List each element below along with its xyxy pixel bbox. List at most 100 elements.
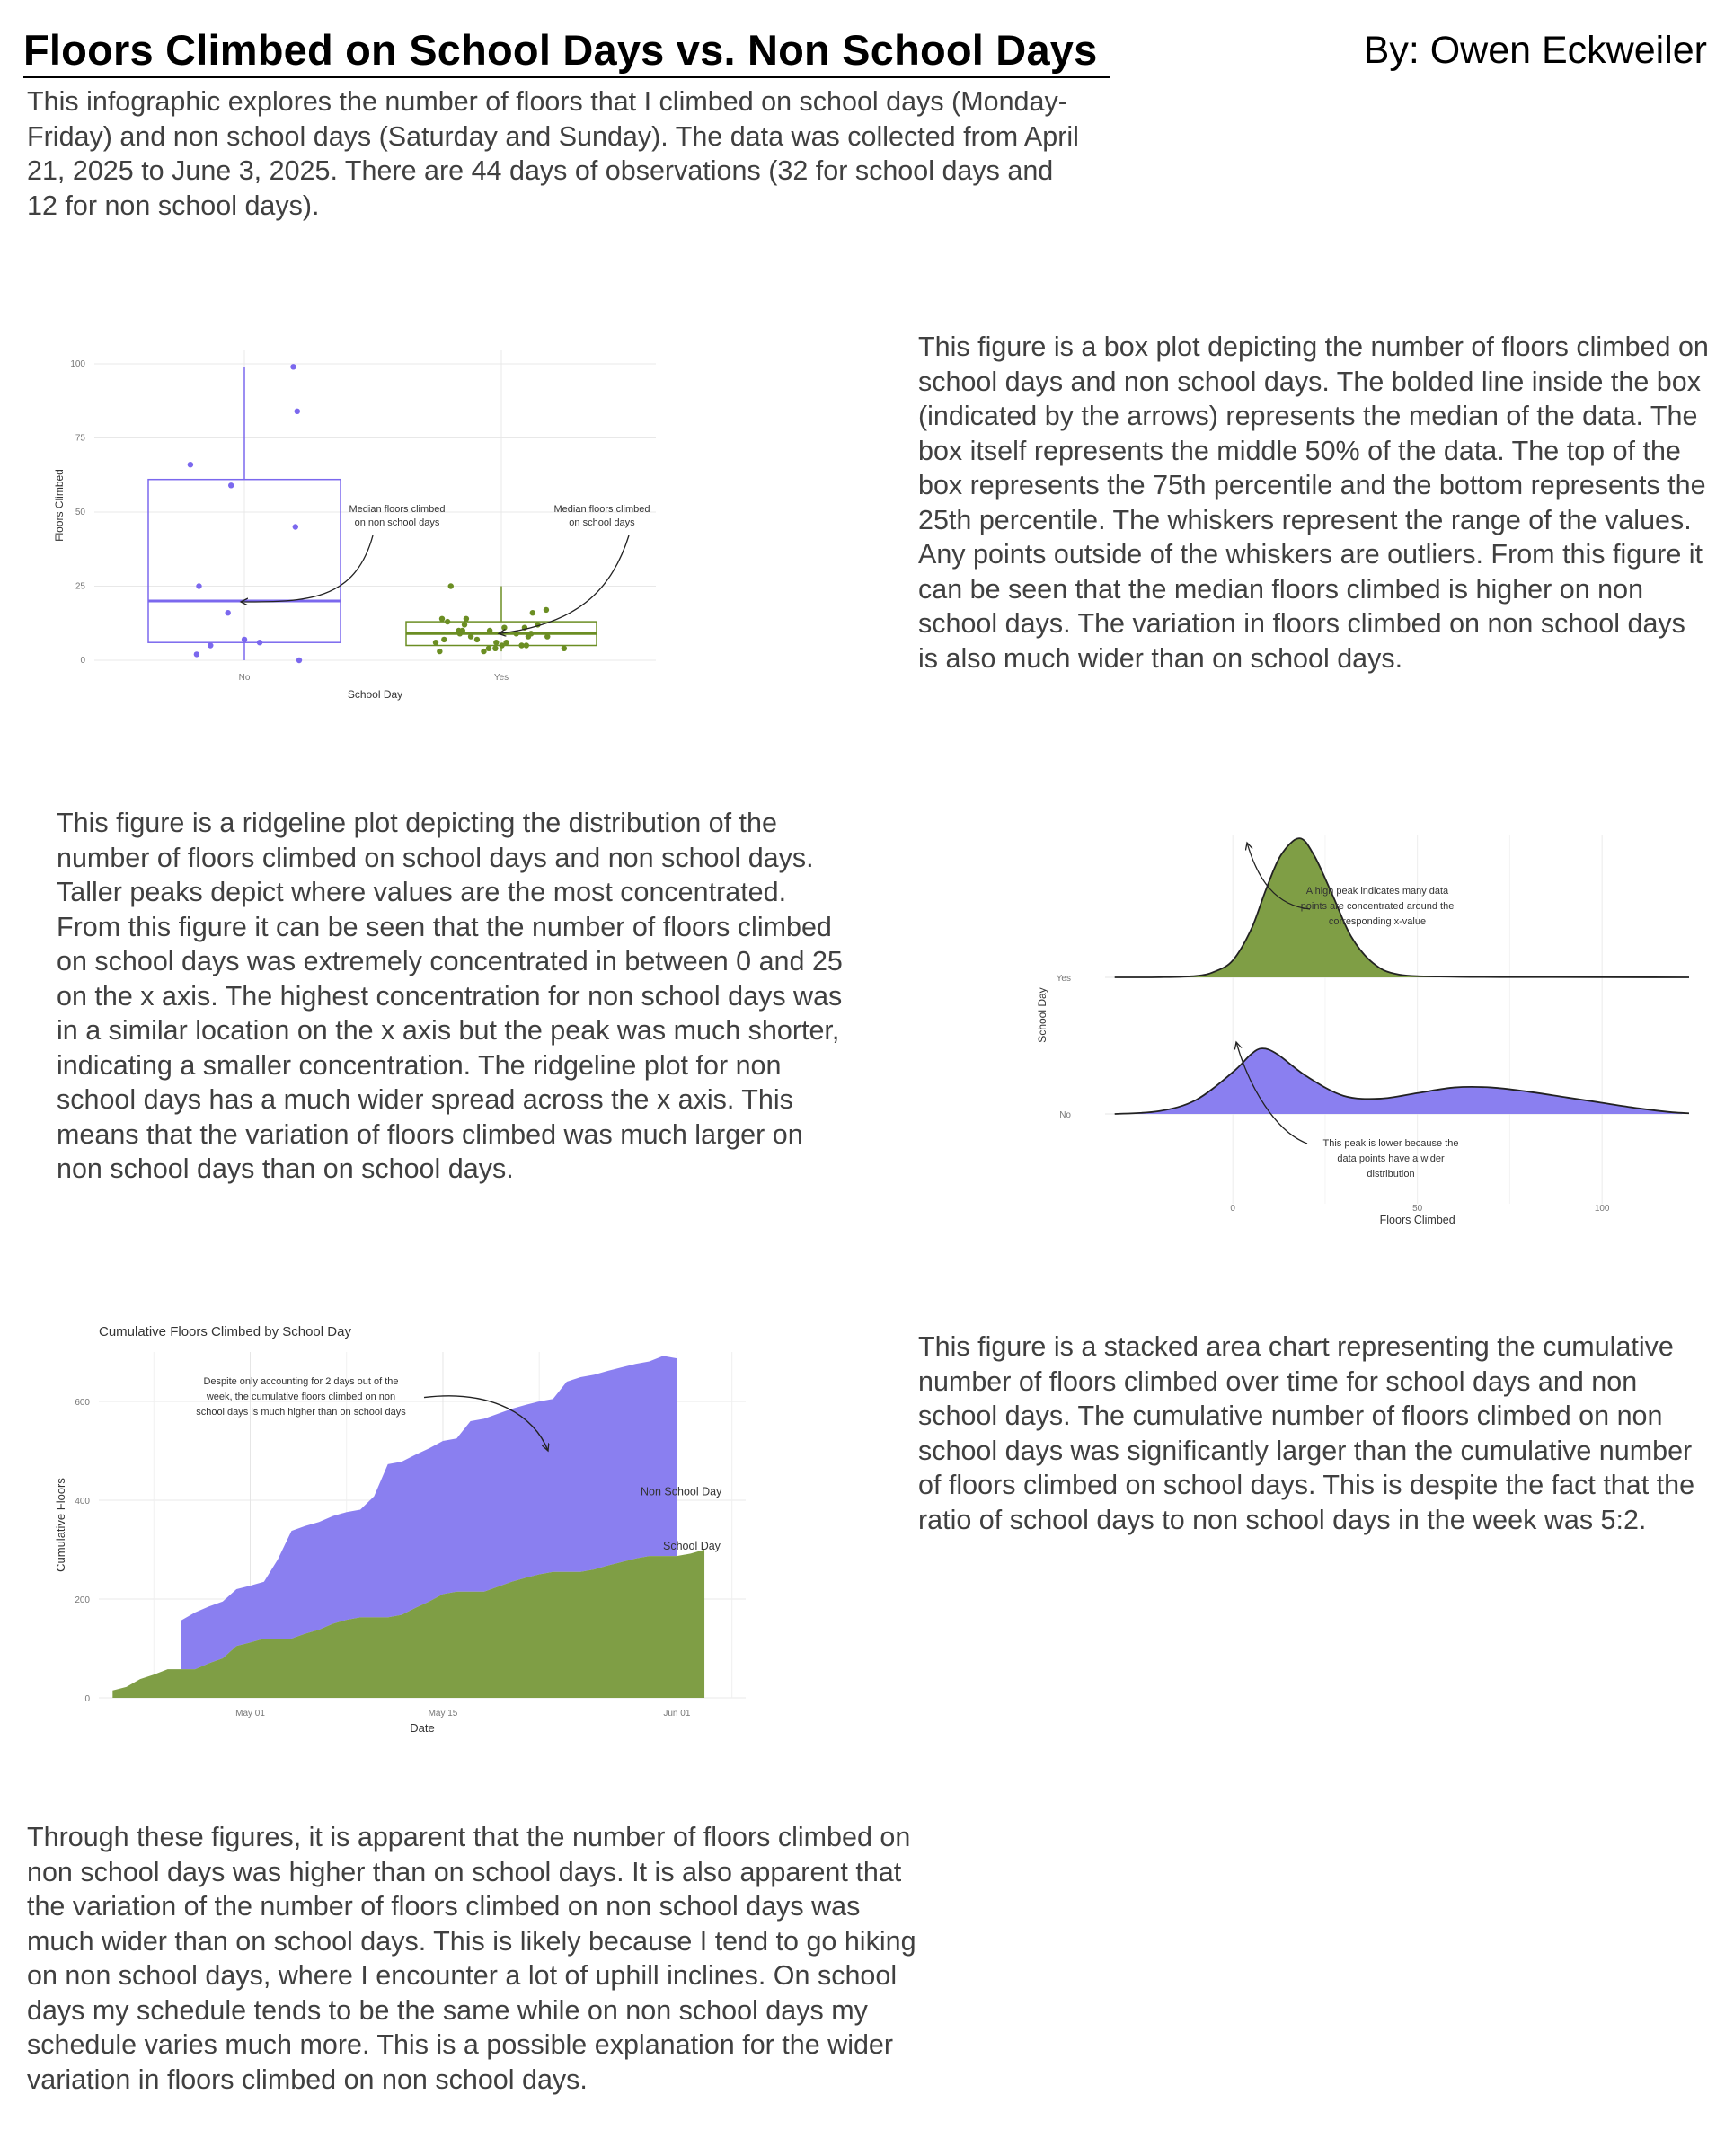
- data-point: [256, 640, 263, 646]
- series-label-non-school: Non School Day: [641, 1486, 722, 1498]
- author-byline: By: Owen Eckweiler: [1363, 29, 1707, 72]
- data-point: [296, 657, 303, 664]
- data-point: [463, 615, 470, 622]
- series-label-school: School Day: [663, 1540, 721, 1552]
- x-axis-label: Floors Climbed: [1380, 1214, 1455, 1226]
- annotation-high-peak: A high peak indicates many data points ar…: [1301, 886, 1455, 927]
- y-tick-label: 0: [84, 1694, 90, 1704]
- x-tick-label: No: [239, 673, 251, 683]
- annotation-low-peak-line: distribution: [1367, 1169, 1414, 1180]
- x-tick-label: Jun 01: [663, 1709, 690, 1719]
- annotation-no-line: on non school days: [355, 517, 440, 528]
- intro-paragraph: This infographic explores the number of …: [27, 86, 1079, 221]
- x-axis-label: School Day: [348, 688, 402, 701]
- data-point: [481, 648, 487, 655]
- box-plot-chart: 0 25 50 75 100 Floors Climbed School Day No Yes M…: [53, 350, 656, 701]
- data-point: [292, 524, 298, 530]
- data-point: [473, 636, 481, 643]
- data-point: [208, 642, 214, 649]
- y-tick-label: 600: [75, 1398, 90, 1408]
- data-point: [518, 642, 525, 649]
- data-point: [456, 631, 464, 637]
- annotation-no-line: Median floors climbed: [349, 504, 446, 515]
- y-tick-label: 75: [75, 434, 86, 444]
- x-tick-label: May 01: [235, 1709, 265, 1719]
- area-non-school-day: [181, 1356, 677, 1670]
- box-plot-description: This figure is a box plot depicting the …: [918, 331, 1709, 674]
- x-axis-label: Date: [410, 1721, 434, 1735]
- data-point: [513, 631, 519, 637]
- data-point: [461, 622, 468, 628]
- x-tick-label: 0: [1230, 1204, 1235, 1214]
- annotation-arrow: [241, 535, 374, 602]
- x-tick-label: Yes: [494, 673, 509, 683]
- y-tick-label: 0: [80, 656, 85, 666]
- ridge-outline-no: [1114, 1047, 1689, 1115]
- area-annotation: Despite only accounting for 2 days out o…: [196, 1376, 406, 1418]
- data-point: [467, 633, 474, 640]
- data-point: [290, 364, 296, 370]
- data-point: [492, 645, 499, 651]
- y-axis-label: Cumulative Floors: [54, 1478, 67, 1572]
- annotation-high-peak-line: points are concentrated around the: [1301, 901, 1455, 912]
- data-point: [438, 615, 446, 622]
- area-annotation-line: school days is much higher than on schoo…: [196, 1407, 406, 1418]
- x-tick-label: May 15: [429, 1709, 458, 1719]
- data-point: [525, 633, 532, 640]
- area-annotation-line: week, the cumulative floors climbed on n…: [206, 1392, 395, 1402]
- data-point: [294, 408, 300, 414]
- annotation-arrow: [423, 1395, 548, 1451]
- annotation-low-peak-line: This peak is lower because the: [1322, 1138, 1458, 1149]
- data-point: [561, 645, 568, 651]
- y-tick-label: 100: [70, 359, 85, 369]
- annotation-yes-line: Median floors climbed: [554, 504, 650, 515]
- data-point: [227, 482, 234, 489]
- annotation-high-peak-line: corresponding x-value: [1329, 916, 1426, 927]
- data-point: [187, 462, 194, 468]
- data-point: [241, 636, 248, 643]
- y-tick-label: 50: [75, 508, 86, 517]
- conclusion-paragraph: Through these figures, it is apparent th…: [27, 1822, 916, 2095]
- annotation-arrow: [1247, 843, 1311, 910]
- ridge-area-yes: [1114, 838, 1689, 978]
- y-tick-label: 200: [75, 1595, 90, 1605]
- annotation-high-peak-line: A high peak indicates many data: [1306, 886, 1449, 897]
- data-point: [529, 610, 536, 616]
- y-axis-label: School Day: [1036, 987, 1048, 1042]
- data-point: [543, 606, 550, 614]
- data-point: [503, 640, 509, 646]
- data-point: [486, 627, 493, 634]
- annotation-no: Median floors climbed on non school days: [349, 504, 446, 528]
- chart-title: Cumulative Floors Climbed by School Day: [99, 1324, 351, 1339]
- data-point: [501, 624, 508, 631]
- data-point: [493, 640, 500, 646]
- data-point: [437, 648, 443, 655]
- annotation-low-peak-line: data points have a wider: [1337, 1153, 1445, 1164]
- data-point: [225, 610, 231, 616]
- data-point: [485, 645, 492, 651]
- ridgeline-chart: Yes No School Day 0 50 100 Floors Climbed A hig…: [1036, 835, 1689, 1226]
- y-tick-label: 400: [75, 1497, 90, 1507]
- x-tick-label: 50: [1412, 1204, 1423, 1214]
- data-point: [544, 633, 551, 640]
- area-school-day: [112, 1550, 705, 1698]
- data-point: [499, 642, 505, 649]
- y-tick-label: Yes: [1057, 974, 1071, 984]
- y-tick-label: 25: [75, 582, 86, 592]
- data-point: [432, 640, 439, 646]
- data-point: [447, 583, 454, 589]
- area-chart-description: This figure is a stacked area chart repr…: [918, 1331, 1695, 1535]
- y-tick-label: No: [1059, 1110, 1071, 1120]
- data-point: [196, 583, 202, 589]
- data-point: [523, 642, 530, 649]
- box-no: [147, 478, 341, 643]
- data-point: [193, 651, 200, 658]
- ridgeline-description: This figure is a ridgeline plot depictin…: [57, 808, 843, 1184]
- ridge-outline-yes: [1114, 837, 1689, 978]
- x-tick-label: 100: [1595, 1204, 1610, 1214]
- annotation-low-peak: This peak is lower because the data point…: [1322, 1138, 1458, 1180]
- annotation-yes: Median floors climbed on school days: [554, 504, 650, 528]
- y-axis-label: Floors Climbed: [53, 469, 66, 542]
- area-annotation-line: Despite only accounting for 2 days out o…: [203, 1376, 398, 1387]
- data-point: [441, 636, 447, 643]
